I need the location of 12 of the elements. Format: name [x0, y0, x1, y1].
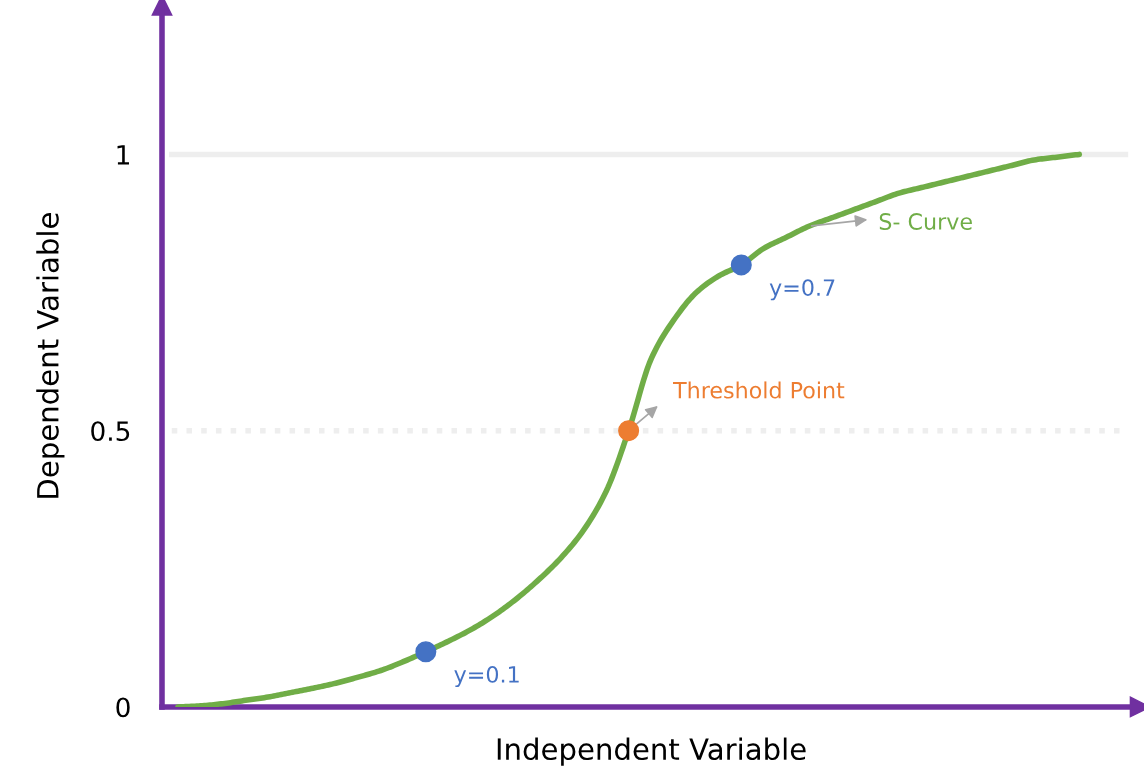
point	[618, 420, 640, 442]
x-axis-title: Independent Variable	[497, 737, 806, 766]
point	[415, 641, 437, 663]
y-axis-title: Dependent Variable	[36, 213, 65, 498]
annotation: y=0.7	[769, 279, 835, 301]
y-tick-label: 0	[116, 697, 130, 718]
annotation: Threshold Point	[673, 381, 845, 399]
y-tick-label: 1	[117, 145, 129, 165]
y-tick-label: 0.5	[91, 421, 130, 442]
annotation: S- Curve	[879, 213, 972, 230]
point	[730, 254, 752, 276]
annotation: y=0.1	[454, 665, 519, 688]
